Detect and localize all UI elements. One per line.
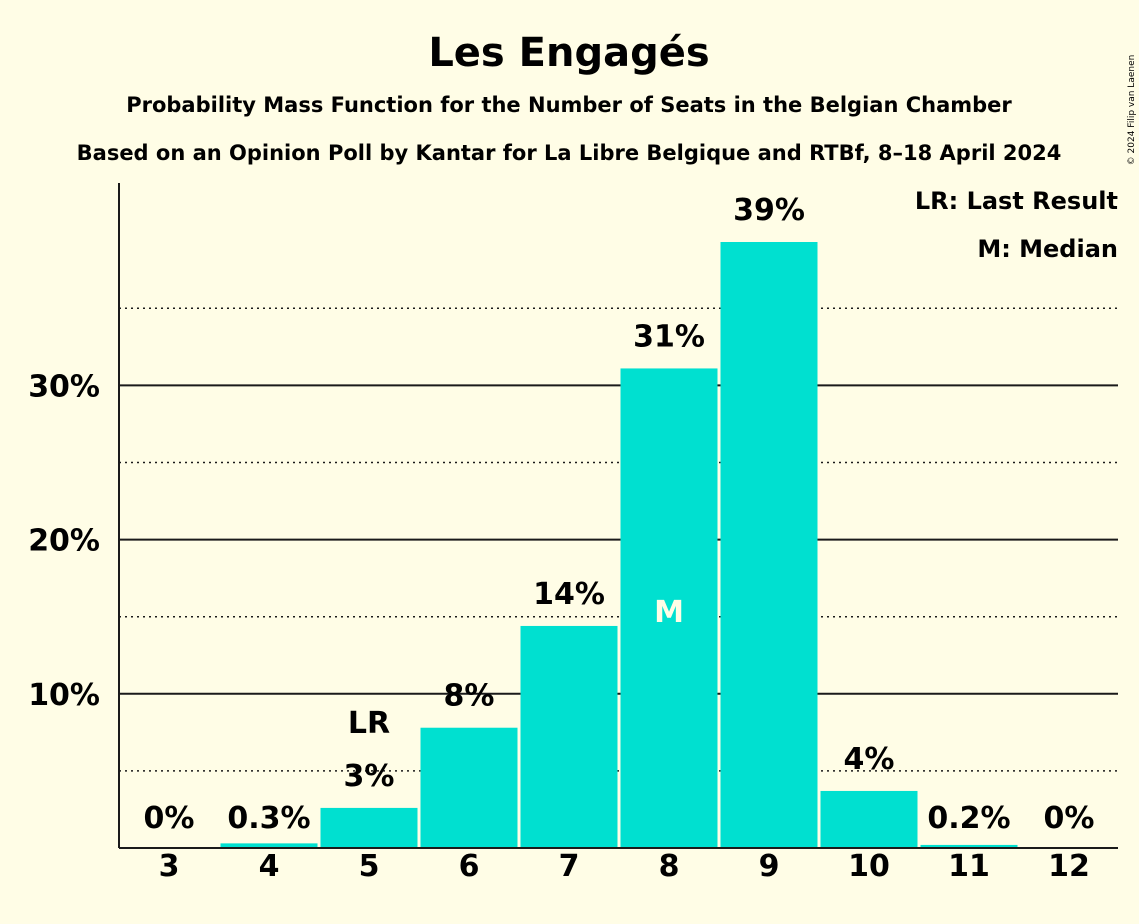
median-marker: M (654, 595, 684, 630)
x-tick-label-10: 10 (848, 849, 890, 884)
x-tick-label-8: 8 (659, 849, 680, 884)
x-tick-label-11: 11 (948, 849, 990, 884)
x-tick-label-5: 5 (359, 849, 380, 884)
value-label-5: 3% (344, 759, 395, 794)
value-label-8: 31% (633, 319, 705, 354)
x-tick-label-12: 12 (1048, 849, 1090, 884)
x-tick-label-6: 6 (459, 849, 480, 884)
value-label-9: 39% (733, 193, 805, 228)
legend-median: M: Median (977, 235, 1118, 263)
y-tick-label-0: 10% (28, 678, 100, 713)
bar-9 (720, 241, 818, 848)
bars-group (220, 241, 1018, 848)
bar-5 (320, 807, 418, 848)
chart-title: Les Engagés (428, 30, 709, 76)
value-label-3: 0% (144, 801, 195, 836)
bar-7 (520, 625, 618, 848)
value-label-6: 8% (444, 679, 495, 714)
x-tick-label-4: 4 (259, 849, 280, 884)
chart-subtitle-2: Based on an Opinion Poll by Kantar for L… (77, 141, 1062, 165)
value-label-4: 0.3% (227, 801, 310, 836)
x-tick-label-7: 7 (559, 849, 580, 884)
value-label-11: 0.2% (927, 801, 1010, 836)
x-tick-label-9: 9 (759, 849, 780, 884)
value-label-7: 14% (533, 577, 605, 612)
legend-last-result: LR: Last Result (915, 187, 1118, 215)
axes-group (118, 183, 1118, 849)
bar-10 (820, 790, 918, 848)
x-tick-label-3: 3 (159, 849, 180, 884)
copyright-text: © 2024 Filip van Laenen (1127, 55, 1137, 166)
y-tick-label-1: 20% (28, 524, 100, 559)
bar-8 (620, 368, 718, 848)
bar-11 (920, 844, 1018, 848)
chart-subtitle-1: Probability Mass Function for the Number… (126, 93, 1012, 117)
value-label-10: 4% (844, 742, 895, 777)
grid-lines (119, 307, 1118, 772)
bar-6 (420, 727, 518, 848)
bar-4 (220, 843, 318, 848)
y-tick-label-2: 30% (28, 369, 100, 404)
last-result-marker: LR (348, 706, 390, 741)
labels-group: 10% 20% 30% 0% 3 0.3% 4 3% 5 8% 6 14% 7 31% 8 39% 9 4% 10 0… (28, 193, 1094, 884)
value-label-12: 0% (1044, 801, 1095, 836)
